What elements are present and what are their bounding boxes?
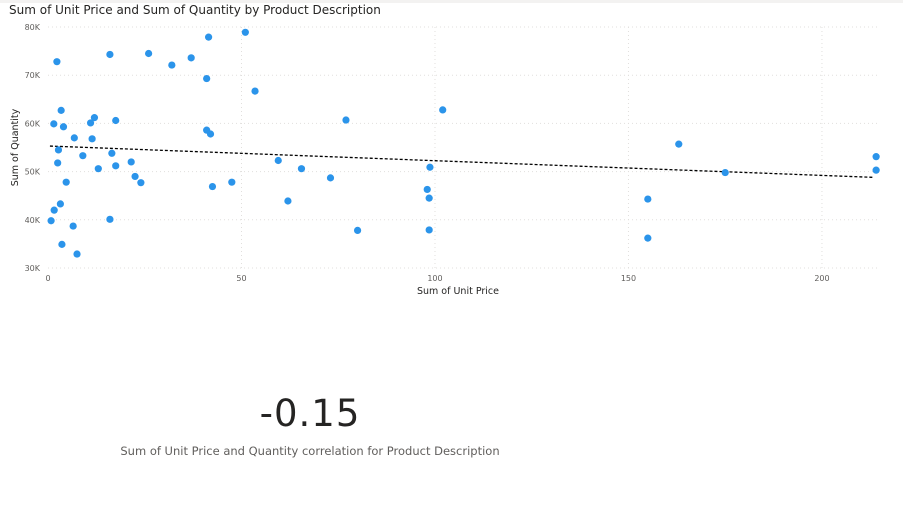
- data-point[interactable]: [54, 159, 62, 167]
- x-tick-label: 150: [621, 274, 636, 283]
- data-point[interactable]: [241, 28, 249, 36]
- data-point[interactable]: [439, 106, 447, 114]
- data-point[interactable]: [131, 172, 139, 181]
- data-point[interactable]: [90, 114, 99, 122]
- data-points: [47, 28, 880, 258]
- data-point[interactable]: [94, 165, 102, 173]
- data-point[interactable]: [251, 87, 259, 95]
- data-point[interactable]: [644, 234, 652, 242]
- data-point[interactable]: [206, 130, 215, 138]
- y-tick-label: 70K: [25, 71, 41, 80]
- data-point[interactable]: [69, 222, 77, 230]
- data-point[interactable]: [228, 178, 236, 186]
- x-tick-label: 50: [236, 274, 246, 283]
- data-point[interactable]: [426, 163, 434, 171]
- data-point[interactable]: [425, 226, 433, 234]
- data-point[interactable]: [70, 134, 78, 142]
- top-border: [0, 0, 903, 3]
- data-point[interactable]: [112, 162, 120, 170]
- data-point[interactable]: [353, 226, 362, 235]
- y-axis-label: Sum of Quantity: [10, 108, 21, 186]
- data-point[interactable]: [62, 178, 70, 186]
- chart-gridlines: [48, 26, 880, 269]
- data-point[interactable]: [675, 140, 683, 148]
- data-point[interactable]: [326, 174, 335, 182]
- y-tick-label: 50K: [25, 168, 41, 177]
- y-tick-label: 40K: [25, 216, 41, 225]
- data-point[interactable]: [342, 116, 350, 124]
- x-axis-label: Sum of Unit Price: [417, 286, 499, 297]
- correlation-value: -0.15: [259, 392, 361, 435]
- data-point[interactable]: [187, 54, 195, 62]
- data-point[interactable]: [108, 149, 116, 157]
- data-point[interactable]: [127, 158, 135, 166]
- data-point[interactable]: [57, 106, 65, 114]
- data-point[interactable]: [203, 74, 211, 83]
- data-point[interactable]: [644, 195, 652, 203]
- data-point[interactable]: [59, 123, 68, 131]
- data-point[interactable]: [168, 61, 176, 69]
- data-point[interactable]: [58, 240, 66, 248]
- data-point[interactable]: [54, 146, 63, 154]
- chart-title: Sum of Unit Price and Sum of Quantity by…: [9, 3, 381, 17]
- data-point[interactable]: [204, 33, 213, 41]
- x-axis-ticks: 0 50 100 150 200: [45, 274, 829, 283]
- data-point[interactable]: [425, 194, 433, 202]
- data-point[interactable]: [86, 119, 95, 127]
- data-point[interactable]: [284, 197, 292, 205]
- data-point[interactable]: [208, 182, 217, 191]
- data-point[interactable]: [50, 120, 58, 128]
- data-point[interactable]: [274, 156, 282, 165]
- data-point[interactable]: [112, 116, 120, 125]
- data-point[interactable]: [47, 217, 55, 225]
- data-point[interactable]: [423, 185, 431, 194]
- data-point[interactable]: [106, 215, 114, 223]
- data-point[interactable]: [53, 58, 61, 66]
- x-tick-label: 200: [814, 274, 829, 283]
- data-point[interactable]: [137, 179, 145, 187]
- data-point[interactable]: [106, 50, 114, 59]
- data-point[interactable]: [50, 206, 58, 214]
- correlation-label: Sum of Unit Price and Quantity correlati…: [120, 444, 500, 458]
- data-point[interactable]: [872, 153, 880, 161]
- data-point[interactable]: [872, 166, 880, 174]
- y-axis-ticks: 30K 40K 50K 60K 70K 80K: [25, 23, 41, 273]
- trend-line: [49, 145, 875, 179]
- data-point[interactable]: [88, 135, 96, 143]
- y-tick-label: 30K: [25, 264, 41, 273]
- y-tick-label: 80K: [25, 23, 41, 32]
- data-point[interactable]: [56, 200, 64, 208]
- y-tick-label: 60K: [25, 119, 41, 128]
- data-point[interactable]: [721, 168, 729, 177]
- x-tick-label: 100: [427, 274, 442, 283]
- data-point[interactable]: [145, 49, 153, 58]
- data-point[interactable]: [79, 152, 87, 160]
- scatter-chart[interactable]: 30K 40K 50K 60K 70K 80K 0 50 100 150 200 Sum of U…: [0, 0, 903, 300]
- data-point[interactable]: [297, 165, 306, 173]
- x-tick-label: 0: [45, 274, 50, 283]
- data-point[interactable]: [73, 250, 81, 258]
